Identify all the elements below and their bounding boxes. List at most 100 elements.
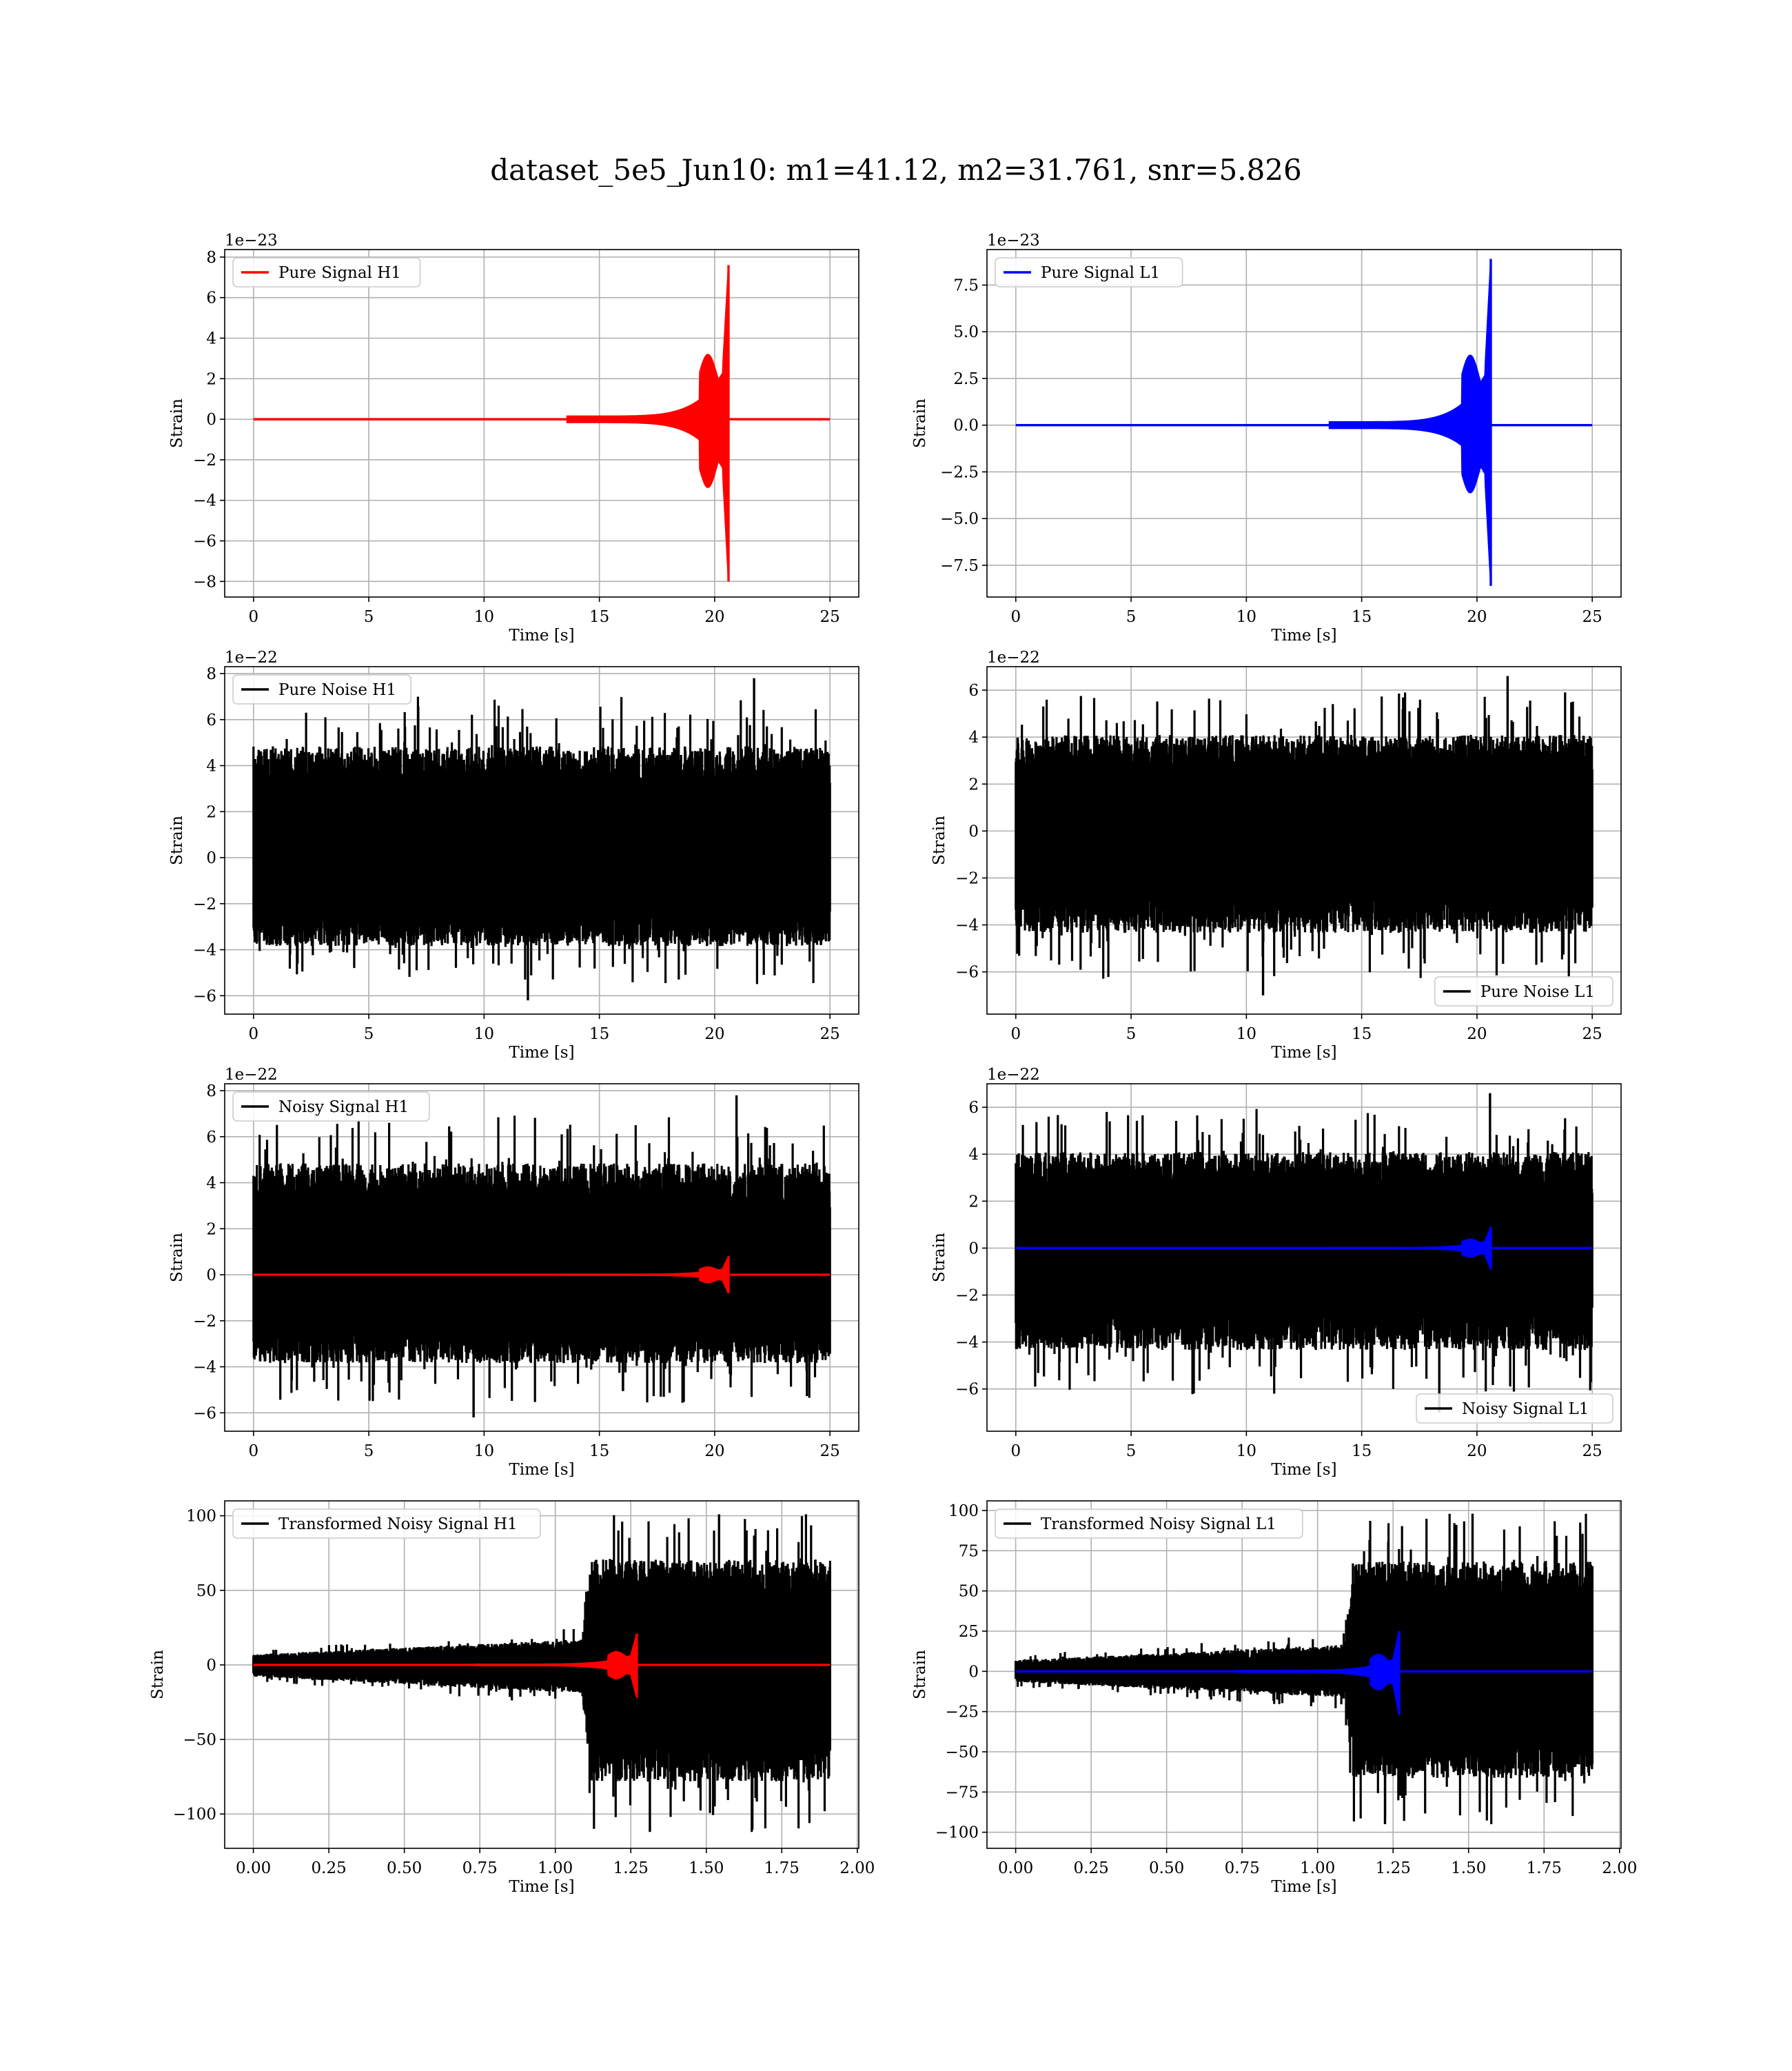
y-tick-label: 8 bbox=[206, 665, 216, 683]
figure-title: dataset_5e5_Jun10: m1=41.12, m2=31.761, … bbox=[490, 153, 1302, 187]
subplot-3: 0 5 10 15 20 25 −6 −4 −2 0 2 4 6 8 Time [s] Strain 1e−22… bbox=[168, 649, 859, 1062]
plot-area bbox=[1015, 1513, 1594, 1824]
x-axis-label: Time [s] bbox=[509, 1878, 574, 1896]
y-axis-label: Strain bbox=[911, 1650, 929, 1699]
legend: Pure Signal L1 bbox=[995, 257, 1183, 287]
y-tick-label: −7.5 bbox=[940, 557, 979, 575]
y-tick-label: 2 bbox=[206, 370, 216, 388]
legend-box bbox=[1416, 1393, 1613, 1424]
series-pure-signal-h1-envelope bbox=[566, 265, 729, 582]
x-tick-label: 1.00 bbox=[1300, 1859, 1335, 1877]
x-axis-label: Time [s] bbox=[509, 627, 574, 645]
plot-area bbox=[1015, 1093, 1594, 1413]
y-tick-label: 6 bbox=[206, 290, 216, 307]
y-tick-label: 4 bbox=[206, 758, 216, 776]
axes-frame bbox=[224, 249, 859, 598]
subplot-8: 0.00 0.25 0.50 0.75 1.00 1.25 1.50 1.75 2.00 −100… bbox=[911, 1500, 1637, 1896]
y-tick-label: 6 bbox=[206, 711, 216, 729]
y-tick-label: −2 bbox=[955, 1286, 979, 1304]
y-tick-label: 25 bbox=[959, 1623, 979, 1641]
x-tick-label: 15 bbox=[1352, 608, 1372, 626]
legend-box bbox=[995, 257, 1183, 287]
y-tick-label: −75 bbox=[945, 1784, 979, 1801]
subplot-7: 0.00 0.25 0.50 0.75 1.00 1.25 1.50 1.75 2.00 −100… bbox=[149, 1500, 875, 1896]
y-tick-label: 4 bbox=[968, 729, 979, 747]
y-tick-label: 6 bbox=[206, 1129, 216, 1146]
x-tick-label: 15 bbox=[589, 1442, 609, 1460]
y-tick-label: −2 bbox=[193, 452, 216, 469]
y-axis-label: Strain bbox=[168, 816, 186, 865]
x-tick-label: 0.75 bbox=[462, 1859, 498, 1877]
series-pure-noise-h1-core bbox=[253, 803, 831, 901]
legend-label: Transformed Noisy Signal H1 bbox=[278, 1515, 518, 1533]
axes-frame bbox=[986, 1500, 1622, 1849]
y-axis-label: Strain bbox=[168, 1233, 186, 1282]
y-tick-label: −2.5 bbox=[940, 463, 979, 481]
axes-frame bbox=[224, 666, 859, 1015]
plot-area bbox=[252, 1514, 831, 1832]
axes-frame bbox=[224, 1500, 859, 1849]
x-tick-label: 0 bbox=[248, 608, 258, 626]
y-tick-label: −6 bbox=[193, 987, 216, 1005]
legend: Pure Noise L1 bbox=[1434, 976, 1613, 1007]
x-tick-label: 0 bbox=[1010, 1442, 1021, 1460]
x-tick-label: 5 bbox=[1126, 1025, 1137, 1043]
y-tick-label: 75 bbox=[959, 1542, 979, 1560]
y-tick-label: 100 bbox=[186, 1508, 216, 1526]
y-tick-label: 2 bbox=[968, 776, 979, 794]
x-tick-label: 5 bbox=[364, 608, 374, 626]
legend-label: Pure Noise L1 bbox=[1480, 983, 1595, 1001]
legend-label: Pure Noise H1 bbox=[278, 681, 396, 699]
y-tick-label: 0 bbox=[206, 1657, 216, 1675]
y-tick-label: −6 bbox=[955, 964, 979, 982]
x-axis-label: Time [s] bbox=[1271, 1878, 1336, 1896]
legend: Transformed Noisy Signal H1 bbox=[232, 1508, 541, 1539]
legend-label: Pure Signal H1 bbox=[278, 264, 401, 282]
x-tick-label: 20 bbox=[1467, 608, 1487, 626]
offset-label: 1e−22 bbox=[987, 649, 1040, 667]
y-tick-label: 0 bbox=[968, 1663, 979, 1681]
y-tick-label: −25 bbox=[945, 1704, 979, 1721]
x-tick-label: 20 bbox=[704, 1025, 724, 1043]
x-tick-label: 25 bbox=[820, 1442, 840, 1460]
legend: Transformed Noisy Signal L1 bbox=[995, 1508, 1303, 1539]
legend-box bbox=[995, 1508, 1303, 1539]
y-tick-label: −4 bbox=[955, 917, 979, 935]
x-tick-label: 10 bbox=[1236, 608, 1256, 626]
y-tick-label: 0.0 bbox=[953, 417, 979, 435]
y-tick-label: 4 bbox=[206, 1175, 216, 1193]
x-tick-label: 25 bbox=[1582, 608, 1602, 626]
y-axis-label: Strain bbox=[930, 816, 948, 865]
x-tick-label: 2.00 bbox=[1602, 1859, 1637, 1877]
y-tick-label: 8 bbox=[206, 249, 216, 267]
legend-label: Noisy Signal L1 bbox=[1462, 1400, 1589, 1418]
y-tick-label: −50 bbox=[945, 1744, 979, 1761]
y-tick-label: 2 bbox=[206, 1220, 216, 1238]
legend-label: Pure Signal L1 bbox=[1041, 264, 1160, 282]
x-tick-label: 10 bbox=[1236, 1442, 1256, 1460]
x-tick-label: 5 bbox=[364, 1442, 374, 1460]
plot-area bbox=[252, 678, 831, 1000]
y-tick-label: 100 bbox=[948, 1502, 979, 1520]
offset-label: 1e−22 bbox=[225, 649, 278, 667]
y-tick-label: −2 bbox=[193, 896, 216, 913]
plot-area bbox=[1015, 259, 1593, 586]
y-tick-label: 0 bbox=[206, 411, 216, 429]
series-pure-noise-l1-core bbox=[1015, 784, 1593, 880]
legend: Noisy Signal H1 bbox=[232, 1091, 430, 1122]
y-tick-label: −4 bbox=[955, 1334, 979, 1352]
axes-frame bbox=[986, 249, 1622, 598]
y-tick-label: 4 bbox=[968, 1146, 979, 1164]
y-tick-label: −4 bbox=[193, 492, 216, 510]
y-tick-label: −2 bbox=[193, 1313, 216, 1331]
x-tick-label: 1.50 bbox=[1451, 1859, 1486, 1877]
x-axis-label: Time [s] bbox=[1271, 627, 1336, 645]
x-tick-label: 15 bbox=[1352, 1442, 1372, 1460]
subplot-6: 0 5 10 15 20 25 −6 −4 −2 0 2 4 6 Time [s] Strain 1e−22 N… bbox=[930, 1066, 1622, 1479]
x-tick-label: 0 bbox=[1010, 608, 1021, 626]
subplot-1: 0 5 10 15 20 25 −8 −6 −4 −2 0 2 4 6 8 Time [s] Strain 1e−… bbox=[168, 232, 859, 645]
offset-label: 1e−22 bbox=[225, 1066, 278, 1084]
x-tick-label: 15 bbox=[589, 608, 609, 626]
x-tick-label: 5 bbox=[364, 1025, 374, 1043]
